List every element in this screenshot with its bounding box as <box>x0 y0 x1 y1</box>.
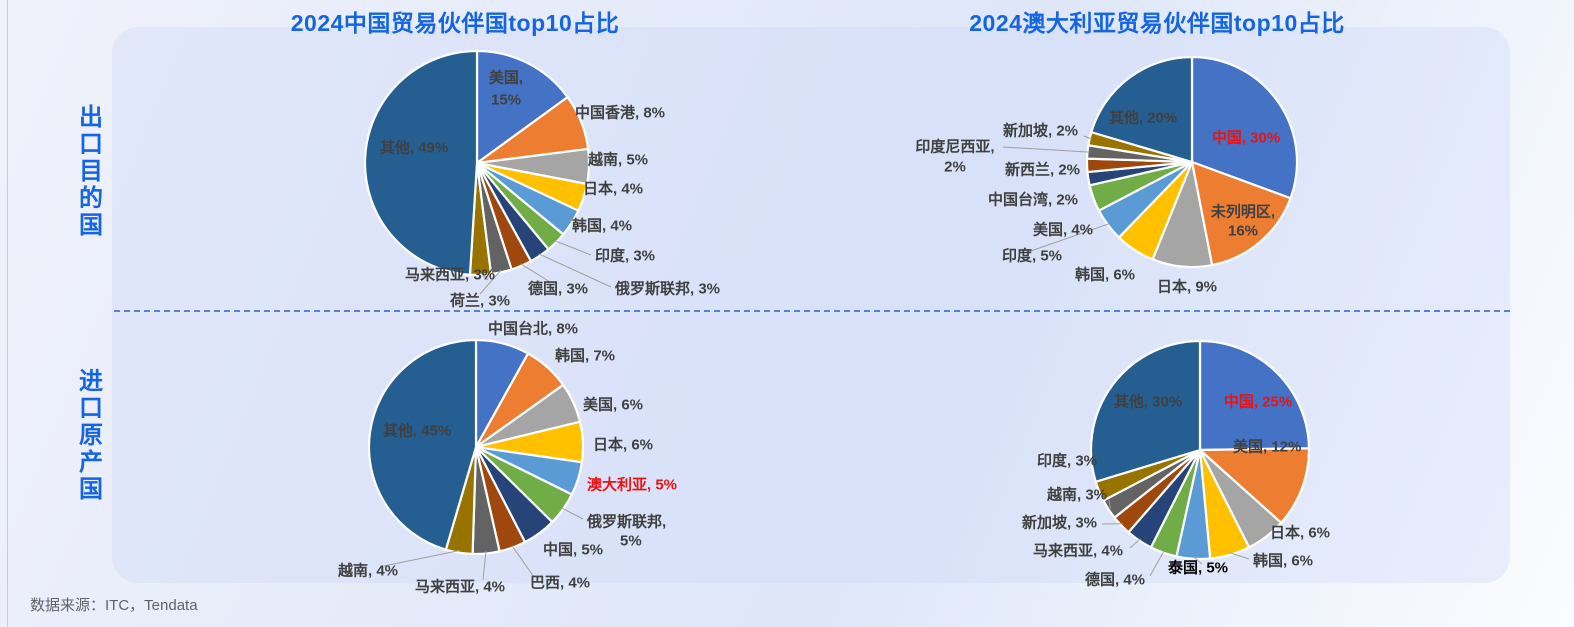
label-leader-line <box>1193 556 1203 565</box>
slice-label: 印度尼西亚, <box>915 138 994 156</box>
slice-label: 韩国, 6% <box>1075 266 1135 284</box>
chart-title-china: 2024中国贸易伙伴国top10占比 <box>290 10 620 36</box>
pie-chart-china-export-partners: 美国, 15% 中国香港, 8% 越南, 5% 日本, 4% 韩国, 4% 印度, 3% 俄罗… <box>363 49 720 310</box>
slice-label: 印度, 3% <box>1037 452 1097 470</box>
data-source-note: 数据来源：ITC，Tendata <box>30 597 198 614</box>
slice-label: 印度, 5% <box>1002 247 1062 265</box>
slice-label: 德国, 4% <box>1085 571 1145 589</box>
row-label-import-origins: 进口原产国 <box>79 368 103 503</box>
slice-label: 中国, 25% <box>1224 393 1292 411</box>
label-leader-line <box>1083 135 1092 140</box>
chart-title-australia: 2024澳大利亚贸易伙伴国top10占比 <box>969 10 1345 36</box>
pie-slice-1 <box>1198 339 1311 452</box>
slice-label: 美国, <box>489 69 523 87</box>
label-leader-line <box>511 545 535 578</box>
slice-label: 泰国, 5% <box>1167 559 1228 577</box>
label-leader-line <box>482 551 487 581</box>
slice-label: 韩国, 6% <box>1253 552 1313 570</box>
slice-label: 未列明区, <box>1210 203 1275 221</box>
slice-label: 中国, 30% <box>1212 129 1280 147</box>
label-leader-line <box>520 263 551 283</box>
slice-label: 中国, 5% <box>543 541 603 559</box>
slice-label: 美国, 6% <box>583 396 643 414</box>
label-leader-line <box>1129 538 1141 549</box>
slice-label: 2% <box>944 159 966 176</box>
pie-chart-china-import-partners: 中国台北, 8% 韩国, 7% 美国, 6% 日本, 6% 澳大利亚, 5% 俄罗斯联邦,… <box>337 320 677 596</box>
pie-slice-11 <box>1089 339 1202 483</box>
slice-label: 5% <box>620 533 642 550</box>
label-leader-line <box>1002 146 1090 153</box>
label-leader-line <box>480 272 489 281</box>
pie-slice-1 <box>475 49 569 165</box>
slice-label: 新西兰, 2% <box>1005 161 1080 179</box>
row-label-export-destinations: 出口目的国 <box>79 104 103 239</box>
slice-label: 俄罗斯联邦, 3% <box>614 280 720 298</box>
label-leader-line <box>1108 499 1111 509</box>
slice-label: 美国, 12% <box>1233 438 1301 456</box>
label-leader-line <box>383 550 460 567</box>
label-leader-line <box>1027 223 1110 253</box>
slice-label: 马来西亚, 4% <box>415 578 505 596</box>
slice-label: 马来西亚, 3% <box>405 266 495 284</box>
pie-slice-11 <box>363 49 479 276</box>
slice-label: 越南, 3% <box>1046 486 1107 504</box>
slice-label: 日本, 6% <box>1270 524 1330 542</box>
slice-label: 中国香港, 8% <box>575 104 665 122</box>
pie-chart-australia-import-partners: 中国, 25% 美国, 12% 日本, 6% 韩国, 6% 泰国, 5% 德国, 4% 马来… <box>1022 339 1330 589</box>
slice-label: 越南, 5% <box>587 151 648 169</box>
slice-label: 越南, 4% <box>337 562 398 580</box>
label-leader-line <box>1229 552 1250 560</box>
slice-label: 其他, 30% <box>1114 393 1182 411</box>
slice-label: 15% <box>491 92 521 109</box>
slice-label: 巴西, 4% <box>530 575 590 592</box>
slice-label: 韩国, 7% <box>555 347 615 365</box>
label-leader-line <box>561 507 584 520</box>
slice-label: 中国台湾, 2% <box>988 191 1078 209</box>
slice-label: 中国台北, 8% <box>488 320 578 338</box>
slide-left-border <box>7 0 8 627</box>
pie-chart-australia-export-partners: 中国, 30% 未列明区, 16% 日本, 9% 韩国, 6% 印度, 5% 美国, 4% 中… <box>915 55 1299 296</box>
label-leader-line <box>538 253 612 288</box>
slice-label: 日本, 4% <box>583 180 643 198</box>
slice-label: 其他, 20% <box>1109 109 1177 127</box>
slice-label: 日本, 9% <box>1157 278 1217 296</box>
slice-label: 美国, 4% <box>1033 221 1093 239</box>
dashed-row-divider <box>114 310 1510 312</box>
slice-label: 俄罗斯联邦, <box>586 513 666 531</box>
slice-label: 日本, 6% <box>593 436 653 454</box>
label-leader-line <box>554 240 592 256</box>
slice-label: 马来西亚, 4% <box>1033 542 1123 560</box>
slice-label: 其他, 49% <box>380 139 448 157</box>
pie-slice-2 <box>1198 447 1311 524</box>
pie-slice-11 <box>367 338 478 551</box>
slice-label: 16% <box>1228 223 1258 240</box>
pie-slice-11 <box>1090 55 1194 164</box>
pie-slice-2 <box>1190 160 1292 267</box>
slice-label: 其他, 45% <box>383 422 451 440</box>
slice-label: 德国, 3% <box>528 280 588 298</box>
slice-label: 新加坡, 3% <box>1022 514 1097 532</box>
label-leader-line <box>479 269 502 295</box>
pie-slice-1 <box>1190 55 1299 200</box>
slice-label: 澳大利亚, 5% <box>587 476 677 494</box>
slice-label: 韩国, 4% <box>572 217 632 235</box>
slice-label: 印度, 3% <box>595 247 655 265</box>
slice-label: 荷兰, 3% <box>450 292 510 310</box>
label-leader-line <box>1149 550 1165 577</box>
slice-label: 新加坡, 2% <box>1003 122 1078 140</box>
